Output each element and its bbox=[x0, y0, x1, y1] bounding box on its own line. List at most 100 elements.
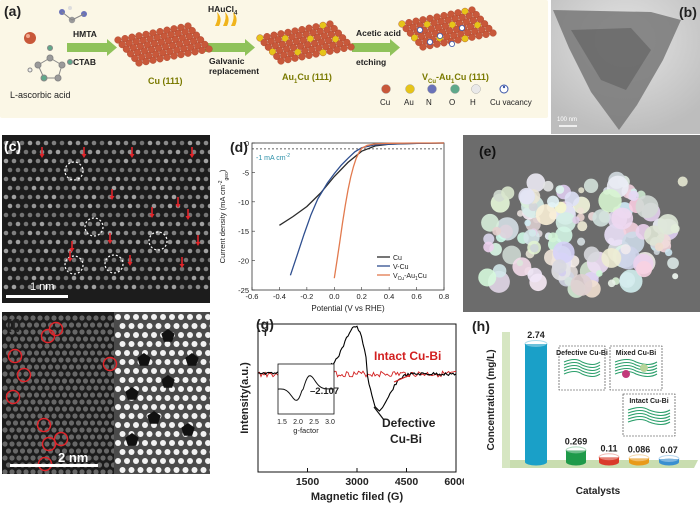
reagent-label: L-ascorbic acid bbox=[10, 90, 71, 100]
copper-sphere-icon bbox=[24, 32, 36, 44]
x-tick-label: -0.2 bbox=[300, 292, 313, 301]
bar-top-3 bbox=[628, 454, 650, 463]
y-axis-label: Current density (mA cm-2geo) bbox=[218, 169, 230, 263]
scale-bar bbox=[10, 464, 98, 467]
bar-top-0 bbox=[524, 340, 548, 348]
bar-value-label: 2.74 bbox=[527, 330, 545, 340]
step1-bottom-label: CTAB bbox=[73, 57, 96, 67]
stage2-label: Au1Cu (111) bbox=[282, 72, 332, 85]
x-tick-label: 0.4 bbox=[384, 292, 394, 301]
x-tick-label: 0.0 bbox=[329, 292, 339, 301]
stage3-label: VCu-Au1Cu (111) bbox=[422, 72, 489, 85]
bar-base-4 bbox=[659, 458, 679, 466]
haadf-image-panel: (c) 1 nm bbox=[2, 135, 213, 303]
intact-arrow bbox=[393, 374, 411, 383]
vacancy-pentagon-marker bbox=[125, 387, 139, 400]
defective-series-label: Defective bbox=[382, 416, 436, 430]
mixed-particle-icon bbox=[622, 370, 630, 378]
x-axis-label: Catalysts bbox=[576, 486, 621, 497]
series-line-1 bbox=[289, 142, 445, 276]
y-axis-label: Concentration (mg/L) bbox=[486, 349, 497, 450]
scale-bar bbox=[6, 295, 68, 298]
inset-x-label: g-factor bbox=[293, 426, 319, 435]
defect-circle-marker bbox=[5, 389, 21, 405]
scheme-graphics bbox=[24, 6, 509, 94]
y-tick-label: -15 bbox=[238, 227, 249, 236]
panel-label-g: (g) bbox=[256, 316, 274, 332]
panel-label-a: (a) bbox=[4, 3, 22, 19]
legend-label: Cu vacancy bbox=[490, 98, 532, 107]
legend-label: Au bbox=[404, 98, 414, 107]
n-atom-icon bbox=[427, 84, 437, 94]
inset-tick-label: 1.5 bbox=[277, 419, 287, 426]
x-tick-label: 6000 bbox=[444, 476, 464, 488]
vacancy-pentagon-marker bbox=[125, 433, 139, 446]
arrow-3-icon bbox=[352, 39, 400, 56]
bar-value-label: 0.11 bbox=[600, 443, 617, 453]
x-axis-label: Potential (V vs RHE) bbox=[311, 304, 385, 313]
hrtem-panel: (f) 2 nm bbox=[2, 312, 216, 475]
bar-base-1 bbox=[566, 458, 586, 466]
bar-value-label: 0.086 bbox=[628, 444, 651, 454]
reference-line-label: -1 mA cm-2 bbox=[256, 153, 290, 162]
inset-intact-label: Intact Cu-Bi bbox=[629, 398, 668, 405]
bar-value-label: 0.269 bbox=[565, 436, 588, 446]
arrow-2-icon bbox=[205, 39, 255, 56]
vacancy-pentagon-marker bbox=[147, 411, 161, 424]
inset-mixed-label: Mixed Cu-Bi bbox=[616, 350, 657, 357]
x-tick-label: 4500 bbox=[395, 476, 419, 488]
defect-circle-marker bbox=[16, 367, 32, 383]
bar-top-2 bbox=[598, 453, 620, 462]
bar-value-label: 0.07 bbox=[660, 445, 678, 455]
step3-top-label: Acetic acid bbox=[356, 28, 401, 38]
x-tick-label: -0.4 bbox=[273, 292, 286, 301]
hrtem-and-simulation-image bbox=[2, 312, 216, 475]
y-tick-label: -20 bbox=[238, 257, 249, 266]
defect-circle-marker bbox=[7, 348, 23, 364]
step1-top-label: HMTA bbox=[73, 29, 97, 39]
o-atom-icon bbox=[450, 84, 460, 94]
y-tick-label: -10 bbox=[238, 198, 249, 207]
vacancy-circle-marker bbox=[84, 217, 104, 237]
defect-circle-marker bbox=[102, 356, 118, 372]
scale-bar-label: 2 nm bbox=[58, 450, 89, 465]
x-axis-label: Magnetic filed (G) bbox=[311, 491, 404, 503]
panel-label-h: (h) bbox=[472, 318, 490, 334]
tem-image bbox=[551, 0, 700, 134]
panel-label-d: (d) bbox=[230, 139, 248, 155]
arrow-1-icon bbox=[67, 39, 117, 56]
cu-slab-icon bbox=[114, 22, 213, 67]
bar-base-2 bbox=[599, 458, 619, 466]
legend-label: Cu bbox=[380, 98, 391, 107]
inset-tick-label: 2.0 bbox=[293, 419, 303, 426]
atomic-lattice-image bbox=[3, 140, 213, 298]
au-cu-slab-icon bbox=[256, 20, 355, 65]
defect-circle-marker bbox=[41, 436, 57, 452]
scale-bar-label: 100 nm bbox=[557, 117, 578, 123]
sem-image bbox=[478, 171, 688, 298]
step2-bottom-label: Galvanic replacement bbox=[209, 56, 260, 76]
legend-label: VCu-Au1Cu bbox=[393, 273, 427, 282]
vacancy-pentagon-marker bbox=[137, 353, 151, 366]
legend-label: V-Cu bbox=[393, 264, 409, 271]
polarization-chart-panel: -0.6 -0.4 -0.2 0.0 0.2 0.4 0.6 0.8 0 -5 -10 -15 -20 -… bbox=[212, 135, 457, 315]
bar-base-3 bbox=[629, 458, 649, 466]
vacancy-pentagon-marker bbox=[161, 329, 175, 342]
legend-label: H bbox=[470, 98, 476, 107]
concentration-bar-chart: 2.74 0.269 0.11 0.086 0.07 Defective Cu-Bi Mix… bbox=[486, 330, 698, 497]
defective-arrow bbox=[373, 406, 385, 421]
flame-icons bbox=[215, 12, 237, 26]
x-tick-label: 0.8 bbox=[439, 292, 449, 301]
panel-label-e: (e) bbox=[479, 143, 497, 159]
step3-bottom-label: etching bbox=[356, 57, 387, 67]
inset-tick-label: 2.5 bbox=[309, 419, 319, 426]
scale-bar-label: 1 nm bbox=[30, 281, 55, 293]
scheme-panel: (a) bbox=[0, 0, 548, 118]
epr-chart-panel: 1500 3000 4500 6000 Intact Cu-Bi Defective Cu-… bbox=[214, 312, 468, 507]
vacancy-pentagon-marker bbox=[161, 375, 175, 388]
legend-label: N bbox=[426, 98, 432, 107]
y-tick-label: -25 bbox=[238, 286, 249, 295]
bar-base-0 bbox=[525, 458, 547, 466]
y-axis-label: Intensity(a.u.) bbox=[239, 362, 251, 434]
molecule-top-icon bbox=[59, 6, 87, 24]
